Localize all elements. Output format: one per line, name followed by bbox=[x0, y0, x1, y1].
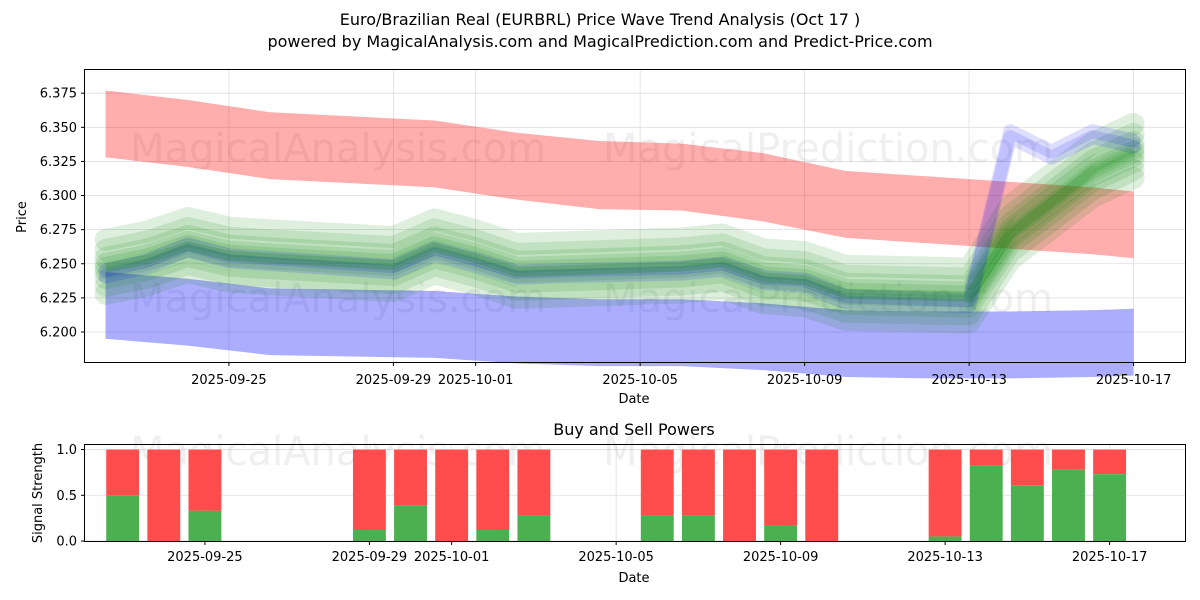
green-wave-7 bbox=[94, 158, 1145, 326]
price-xtick-label-5: 2025-10-13 bbox=[931, 373, 1007, 388]
price-grid bbox=[85, 70, 1185, 362]
signal-title: Buy and Sell Powers bbox=[553, 420, 715, 439]
blue-wave-1 bbox=[98, 130, 1141, 314]
price-ytick-label-1: 6.225 bbox=[40, 291, 77, 306]
watermark-prediction-top: MagicalPrediction.com bbox=[603, 126, 1053, 172]
buy-bar-16 bbox=[1052, 469, 1085, 541]
signal-xtick-label-4: 2025-10-09 bbox=[743, 550, 819, 565]
buy-bar-3 bbox=[352, 530, 386, 541]
green-wave-8 bbox=[94, 166, 1145, 334]
buy-bar-14 bbox=[969, 465, 1003, 541]
buy-bar-4 bbox=[394, 505, 427, 541]
buy-bar-17 bbox=[1093, 474, 1127, 541]
sell-bar-12 bbox=[805, 449, 839, 541]
sell-bar-1 bbox=[147, 449, 181, 541]
sell-bar-10 bbox=[723, 449, 756, 541]
price-xtick-label-2: 2025-10-01 bbox=[438, 373, 514, 388]
buy-bar-9 bbox=[681, 515, 715, 541]
price-ylabel: Price bbox=[15, 201, 30, 233]
sell-bar-6 bbox=[476, 449, 510, 531]
sell-bar-17 bbox=[1093, 449, 1127, 475]
blue-wave-0 bbox=[98, 124, 1141, 308]
signal-xtick-label-0: 2025-09-25 bbox=[167, 550, 243, 565]
sell-bar-7 bbox=[517, 449, 551, 516]
price-xtick-label-6: 2025-10-17 bbox=[1096, 373, 1172, 388]
price-xlabel: Date bbox=[618, 392, 649, 407]
signal-ticks: 2025-09-25 2025-09-29 2025-10-01 2025-10-05… bbox=[56, 443, 1147, 565]
green-wave-core bbox=[104, 147, 1136, 302]
price-watermarks: MagicalAnalysis.com MagicalPrediction.co… bbox=[130, 126, 1053, 322]
buy-bar-15 bbox=[1010, 485, 1044, 541]
green-wave-2 bbox=[94, 130, 1145, 298]
signal-xtick-label-3: 2025-10-05 bbox=[578, 550, 654, 565]
sell-bar-2 bbox=[188, 449, 222, 511]
price-xtick-label-3: 2025-10-05 bbox=[602, 373, 678, 388]
green-wave-1 bbox=[94, 122, 1145, 290]
price-xtick-label-0: 2025-09-25 bbox=[191, 373, 267, 388]
signal-xtick-label-5: 2025-10-13 bbox=[907, 550, 983, 565]
signal-ytick-label-0: 0.0 bbox=[56, 535, 77, 550]
price-waves bbox=[94, 112, 1145, 334]
green-wave-6 bbox=[94, 150, 1145, 318]
buy-bar-2 bbox=[188, 510, 222, 541]
signal-xtick-label-6: 2025-10-17 bbox=[1072, 550, 1148, 565]
buy-bar-13 bbox=[928, 536, 962, 541]
green-wave-5 bbox=[94, 144, 1145, 312]
green-wave-0 bbox=[94, 112, 1145, 280]
chart-title-line1: Euro/Brazilian Real (EURBRL) Price Wave … bbox=[340, 10, 861, 29]
signal-bars bbox=[106, 449, 1127, 541]
sell-bar-4 bbox=[394, 449, 427, 506]
signal-ytick-label-2: 1.0 bbox=[56, 443, 77, 458]
price-ytick-label-5: 6.325 bbox=[40, 155, 77, 170]
watermark-analysis-bottom: MagicalAnalysis.com bbox=[130, 276, 546, 322]
price-bands bbox=[105, 90, 1134, 379]
price-ytick-label-0: 6.200 bbox=[40, 325, 77, 340]
sell-bar-9 bbox=[681, 449, 715, 516]
band-blue bbox=[105, 271, 1134, 379]
sell-bar-8 bbox=[640, 449, 674, 516]
signal-ylabel: Signal Strength bbox=[31, 443, 46, 543]
sell-bar-0 bbox=[106, 449, 140, 496]
signal-xtick-label-1: 2025-09-29 bbox=[332, 550, 408, 565]
signal-axes-frame bbox=[84, 444, 1186, 542]
price-ticks: 2025-09-25 2025-09-29 2025-10-01 2025-10-05… bbox=[40, 87, 1172, 388]
sell-bar-5 bbox=[435, 449, 469, 541]
buy-bar-0 bbox=[106, 495, 140, 541]
signal-xlabel: Date bbox=[618, 571, 649, 586]
sell-bar-16 bbox=[1052, 449, 1085, 470]
sell-bar-3 bbox=[352, 449, 386, 531]
green-wave-3 bbox=[94, 136, 1145, 304]
sell-bar-14 bbox=[969, 449, 1003, 466]
buy-bar-8 bbox=[640, 515, 674, 541]
band-red bbox=[105, 90, 1134, 259]
buy-bar-7 bbox=[517, 515, 551, 541]
watermark-prediction-bottom: MagicalPrediction.com bbox=[603, 276, 1053, 322]
signal-ytick-label-1: 0.5 bbox=[56, 489, 77, 504]
chart-title-line2: powered by MagicalAnalysis.com and Magic… bbox=[267, 32, 932, 51]
price-xtick-label-1: 2025-09-29 bbox=[356, 373, 432, 388]
price-ytick-label-7: 6.375 bbox=[40, 87, 77, 102]
buy-bar-6 bbox=[476, 530, 510, 541]
price-axes-frame bbox=[84, 69, 1186, 363]
sell-bar-11 bbox=[764, 449, 798, 526]
sell-bar-15 bbox=[1010, 449, 1044, 486]
price-ytick-label-4: 6.300 bbox=[40, 189, 77, 204]
price-ytick-label-6: 6.350 bbox=[40, 121, 77, 136]
watermark-analysis-top: MagicalAnalysis.com bbox=[130, 126, 546, 172]
price-ytick-label-3: 6.275 bbox=[40, 223, 77, 238]
green-wave-4 bbox=[94, 140, 1145, 308]
buy-bar-11 bbox=[764, 525, 798, 541]
sell-bar-13 bbox=[928, 449, 962, 537]
signal-xtick-label-2: 2025-10-01 bbox=[414, 550, 490, 565]
price-xtick-label-4: 2025-10-09 bbox=[767, 373, 843, 388]
price-ytick-label-2: 6.250 bbox=[40, 257, 77, 272]
